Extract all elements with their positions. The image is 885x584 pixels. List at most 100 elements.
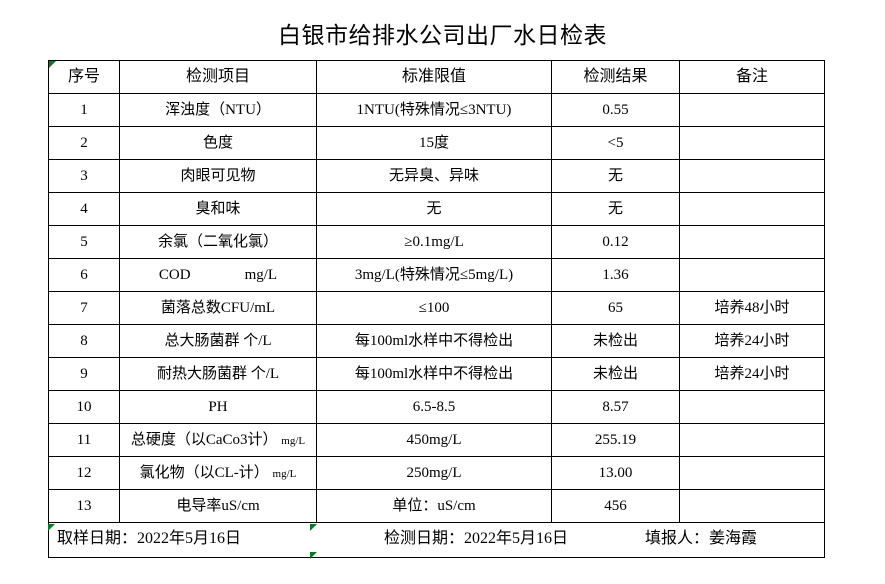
- cell-item-label: 浑浊度（NTU）: [165, 101, 271, 118]
- cell-item-label: 肉眼可见物: [180, 167, 256, 184]
- table-row: 10 PH 6.5-8.5 8.57: [48, 390, 825, 424]
- column-header-standard: 标准限值: [316, 60, 552, 94]
- cell-item: 电导率uS/cm: [119, 489, 317, 523]
- cell-item-label: PH: [208, 398, 228, 415]
- cell-result: 1.36: [551, 258, 680, 292]
- cell-result: 0.12: [551, 225, 680, 259]
- column-header-item: 检测项目: [119, 60, 317, 94]
- header-row: 序号 检测项目 标准限值 检测结果 备注: [48, 60, 825, 94]
- footer-test-date: 检测日期：2022年5月16日: [384, 530, 569, 547]
- cell-note: [679, 225, 825, 259]
- cell-standard: ≥0.1mg/L: [316, 225, 552, 259]
- cell-item-label: 耐热大肠菌群 个/L: [156, 365, 280, 382]
- cell-item-label: 臭和味: [195, 200, 241, 217]
- cell-item-label: 电导率uS/cm: [176, 497, 260, 514]
- table-row: 12 氯化物（以CL-计） mg/L 250mg/L 13.00: [48, 456, 825, 490]
- footer-content: 取样日期：2022年5月16日 检测日期：2022年5月16日 填报人：姜海霞: [51, 524, 824, 557]
- table-row: 3 肉眼可见物 无异臭、异味无: [48, 159, 825, 193]
- cell-standard: 单位：uS/cm: [316, 489, 552, 523]
- cell-note: [679, 192, 825, 226]
- report-table-container: 序号 检测项目 标准限值 检测结果 备注 1 浑浊度（NTU） 1NTU(特殊情况≤…: [48, 60, 825, 558]
- cell-note: [679, 423, 825, 457]
- cell-result: 0.55: [551, 93, 680, 127]
- cell-no: 4: [48, 192, 120, 226]
- cell-no: 6: [48, 258, 120, 292]
- cell-item-unit: mg/L: [281, 434, 306, 447]
- table-footer: 取样日期：2022年5月16日 检测日期：2022年5月16日 填报人：姜海霞: [48, 522, 825, 558]
- cell-result: 255.19: [551, 423, 680, 457]
- cell-standard: 无异臭、异味: [316, 159, 552, 193]
- cell-item: 浑浊度（NTU）: [119, 93, 317, 127]
- cell-no: 13: [48, 489, 120, 523]
- cell-standard: 每100ml水样中不得检出: [316, 324, 552, 358]
- cell-result: 65: [551, 291, 680, 325]
- column-header-no-label: 序号: [67, 68, 100, 86]
- cell-note: [679, 126, 825, 160]
- cell-item: 余氯（二氧化氯）: [119, 225, 317, 259]
- cell-note: [679, 456, 825, 490]
- cell-item: 总硬度（以CaCo3计） mg/L: [119, 423, 317, 457]
- cell-note: [679, 489, 825, 523]
- table-body: 1 浑浊度（NTU） 1NTU(特殊情况≤3NTU) 0.55 2 色度 15度 <5 3 肉眼可…: [48, 93, 825, 523]
- cell-item: 臭和味: [119, 192, 317, 226]
- cell-item: 菌落总数CFU/mL: [119, 291, 317, 325]
- cell-no: 11: [48, 423, 120, 457]
- table-row: 5 余氯（二氧化氯） ≥0.1mg/L 0.12: [48, 225, 825, 259]
- cell-standard: 1NTU(特殊情况≤3NTU): [316, 93, 552, 127]
- cell-item: 色度: [119, 126, 317, 160]
- table-row: 11 总硬度（以CaCo3计） mg/L 450mg/L 255.19: [48, 423, 825, 457]
- cell-item-unit: mg/L: [272, 467, 297, 480]
- cell-item-label: COD: [158, 266, 191, 283]
- cell-no: 7: [48, 291, 120, 325]
- column-header-no: 序号: [48, 60, 120, 94]
- cell-item-label: 总大肠菌群 个/L: [164, 332, 272, 349]
- cell-standard: 3mg/L(特殊情况≤5mg/L): [316, 258, 552, 292]
- column-header-result: 检测结果: [551, 60, 680, 94]
- water-quality-table: 序号 检测项目 标准限值 检测结果 备注 1 浑浊度（NTU） 1NTU(特殊情况≤…: [48, 60, 825, 558]
- cell-result: 无: [551, 159, 680, 193]
- cell-standard: ≤100: [316, 291, 552, 325]
- cell-item-label: 总硬度（以CaCo3计）: [130, 431, 278, 448]
- table-row: 8 总大肠菌群 个/L 每100ml水样中不得检出 未检出 培养24小时: [48, 324, 825, 358]
- table-row: 6 COD mg/L 3mg/L(特殊情况≤5mg/L) 1.36: [48, 258, 825, 292]
- cell-no: 10: [48, 390, 120, 424]
- cell-standard: 250mg/L: [316, 456, 552, 490]
- comment-indicator-icon: [49, 61, 56, 68]
- cell-no: 1: [48, 93, 120, 127]
- table-header: 序号 检测项目 标准限值 检测结果 备注: [48, 60, 825, 94]
- cell-item: 耐热大肠菌群 个/L: [119, 357, 317, 391]
- cell-no: 8: [48, 324, 120, 358]
- cell-note: [679, 93, 825, 127]
- cell-item-label: 氯化物（以CL-计）: [139, 464, 269, 481]
- cell-note: 培养48小时: [679, 291, 825, 325]
- cell-no: 9: [48, 357, 120, 391]
- cell-item: PH: [119, 390, 317, 424]
- cell-no: 12: [48, 456, 120, 490]
- cell-result: 8.57: [551, 390, 680, 424]
- cell-result: 无: [551, 192, 680, 226]
- cell-result: 456: [551, 489, 680, 523]
- cell-item-label: 色度: [202, 134, 233, 151]
- table-row: 4 臭和味 无无: [48, 192, 825, 226]
- cell-item: 总大肠菌群 个/L: [119, 324, 317, 358]
- cell-result: <5: [551, 126, 680, 160]
- cell-item-unit: mg/L: [244, 266, 278, 283]
- table-row: 2 色度 15度 <5: [48, 126, 825, 160]
- footer-row: 取样日期：2022年5月16日 检测日期：2022年5月16日 填报人：姜海霞: [48, 522, 825, 558]
- table-row: 13 电导率uS/cm 单位：uS/cm 456: [48, 489, 825, 523]
- cell-note: [679, 159, 825, 193]
- column-header-note: 备注: [679, 60, 825, 94]
- footer-cell: 取样日期：2022年5月16日 检测日期：2022年5月16日 填报人：姜海霞: [48, 522, 825, 558]
- cell-result: 13.00: [551, 456, 680, 490]
- cell-standard: 450mg/L: [316, 423, 552, 457]
- cell-item-label: 余氯（二氧化氯）: [157, 233, 278, 250]
- cell-item-label: 菌落总数CFU/mL: [160, 299, 276, 316]
- cell-item: 氯化物（以CL-计） mg/L: [119, 456, 317, 490]
- cell-standard: 每100ml水样中不得检出: [316, 357, 552, 391]
- cell-note: 培养24小时: [679, 324, 825, 358]
- table-row: 1 浑浊度（NTU） 1NTU(特殊情况≤3NTU) 0.55: [48, 93, 825, 127]
- cell-note: [679, 258, 825, 292]
- cell-no: 2: [48, 126, 120, 160]
- cell-standard: 15度: [316, 126, 552, 160]
